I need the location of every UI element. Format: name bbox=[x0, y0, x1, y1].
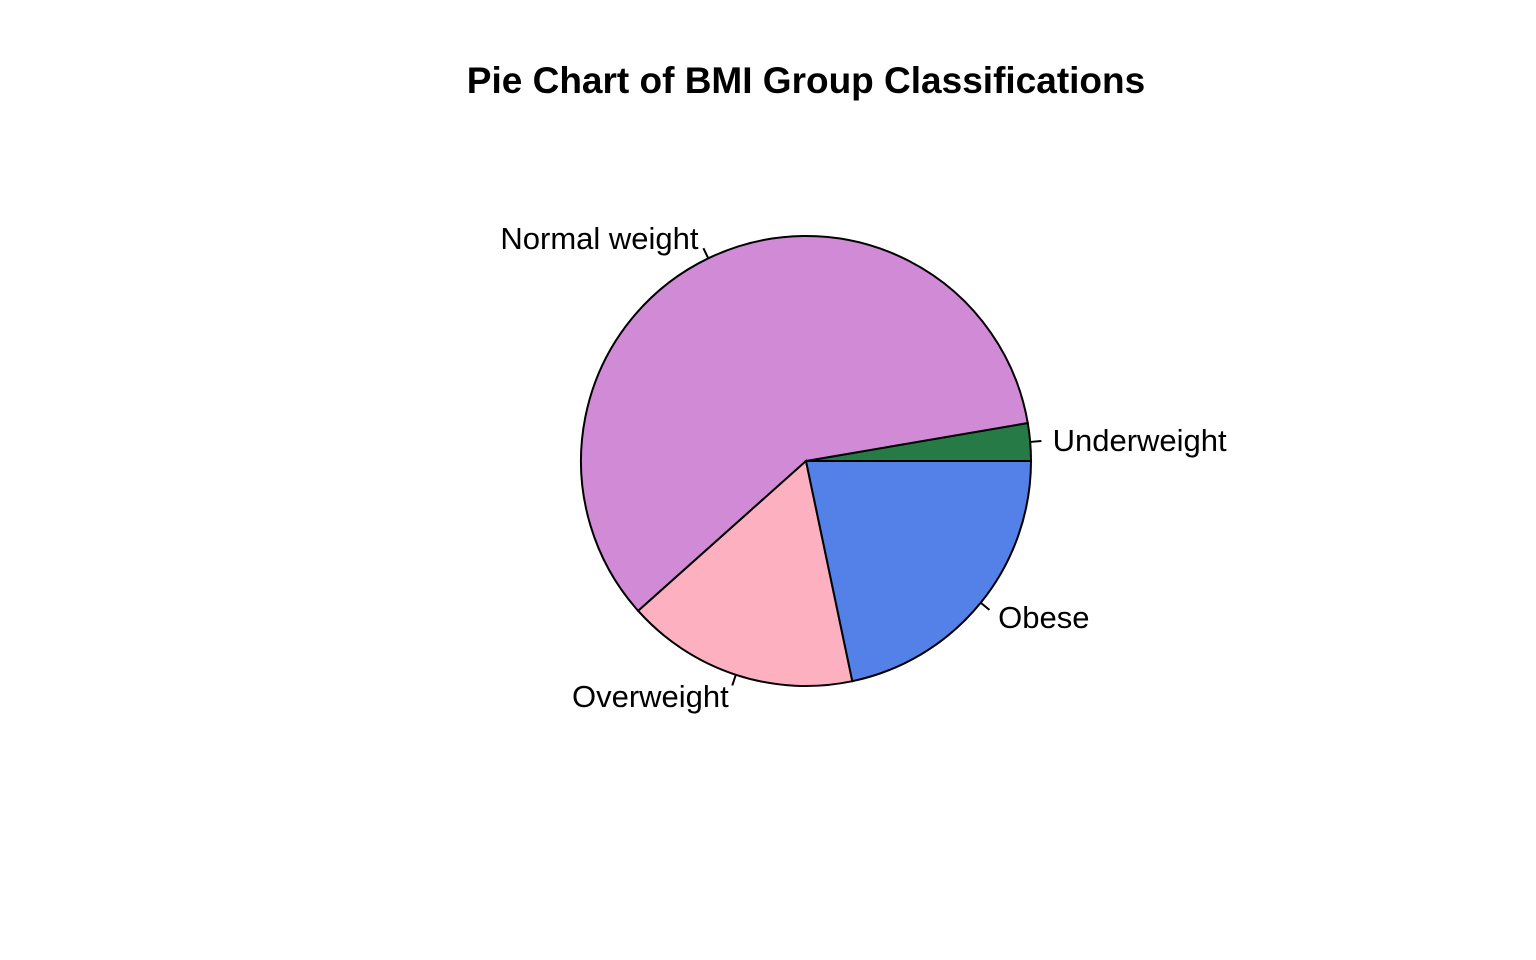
slice-label-overweight: Overweight bbox=[572, 679, 729, 714]
slice-label-underweight: Underweight bbox=[1053, 423, 1227, 458]
slice-label-normal-weight: Normal weight bbox=[500, 221, 699, 256]
leader-line-obese bbox=[980, 602, 991, 611]
slice-label-obese: Obese bbox=[998, 600, 1089, 635]
pie-labels: Underweight Normal weight Overweight Obese bbox=[500, 221, 1227, 714]
pie-slice-overweight bbox=[636, 459, 854, 687]
pie-slice-obese bbox=[804, 460, 1033, 683]
leader-line-underweight bbox=[1030, 439, 1042, 443]
leader-line-normal-weight bbox=[702, 247, 710, 259]
pie-slice-normal-weight bbox=[580, 235, 1029, 613]
chart-title: Pie Chart of BMI Group Classifications bbox=[467, 60, 1145, 101]
pie-slices bbox=[580, 235, 1033, 687]
leader-line-overweight bbox=[731, 674, 737, 686]
